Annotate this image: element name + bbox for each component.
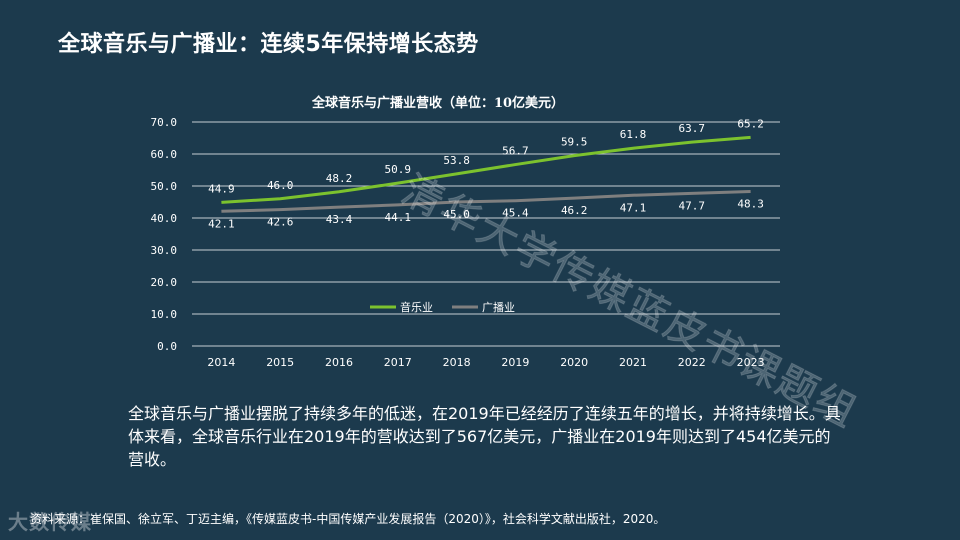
x-tick-label: 2023: [737, 356, 765, 369]
summary-text: 全球音乐与广播业摆脱了持续多年的低迷，在2019年已经经历了连续五年的增长，并将…: [128, 404, 841, 469]
legend-label: 音乐业: [400, 300, 433, 314]
x-tick-label: 2021: [619, 356, 647, 369]
x-axis: 2014 2015 2016 2017 2018 2019 2020 2021 2022 2023: [207, 356, 764, 369]
data-label: 63.7: [679, 122, 706, 135]
data-label: 48.3: [737, 197, 764, 210]
data-label: 47.7: [679, 199, 706, 212]
x-tick-label: 2022: [678, 356, 706, 369]
data-labels: 44.9 46.0 48.2 50.9 53.8 56.7 59.5 61.8 63.7 65.2…: [208, 117, 764, 230]
chart: 全球音乐与广播业营收（单位：10亿美元） 0.0 10.0 20.0 30.0 40.0…: [151, 95, 780, 369]
data-label: 61.8: [620, 128, 647, 141]
data-label: 45.0: [443, 208, 470, 221]
x-tick-label: 2018: [443, 356, 471, 369]
x-tick-label: 2015: [266, 356, 294, 369]
data-label: 44.1: [385, 211, 412, 224]
source-note: 资料来源：崔保国、徐立军、丁迈主编，《传媒蓝皮书-中国传媒产业发展报告（2020…: [30, 512, 666, 526]
y-tick-label: 60.0: [151, 148, 178, 161]
data-label: 56.7: [502, 145, 529, 158]
data-label: 44.9: [208, 182, 235, 195]
x-tick-label: 2014: [207, 356, 235, 369]
chart-title: 全球音乐与广播业营收（单位：10亿美元）: [311, 95, 564, 111]
data-label: 48.2: [326, 172, 353, 185]
series-lines: [221, 135, 751, 213]
series-line-music: [221, 135, 751, 204]
data-label: 45.4: [502, 207, 529, 220]
slide-title: 全球音乐与广播业：连续5年保持增长态势: [58, 32, 479, 57]
grid: [192, 121, 780, 347]
y-tick-label: 40.0: [151, 212, 178, 225]
x-tick-label: 2019: [501, 356, 529, 369]
series-line-broadcast: [221, 189, 751, 213]
y-axis: 0.0 10.0 20.0 30.0 40.0 50.0 60.0 70.0: [151, 116, 178, 353]
y-tick-label: 50.0: [151, 180, 178, 193]
legend-label: 广播业: [482, 300, 515, 314]
data-label: 42.1: [208, 217, 235, 230]
y-tick-label: 30.0: [151, 244, 178, 257]
y-tick-label: 20.0: [151, 276, 178, 289]
data-label: 46.2: [561, 204, 588, 217]
data-label: 53.8: [443, 154, 470, 167]
x-tick-label: 2017: [384, 356, 412, 369]
data-label: 47.1: [620, 201, 647, 214]
y-tick-label: 0.0: [157, 340, 177, 353]
x-tick-label: 2020: [560, 356, 588, 369]
data-label: 50.9: [385, 163, 412, 176]
data-label: 46.0: [267, 179, 294, 192]
data-label: 59.5: [561, 136, 588, 149]
brand-logo: 大数传媒: [8, 510, 92, 534]
data-label: 65.2: [737, 117, 764, 130]
legend: 音乐业 广播业: [370, 300, 515, 314]
y-tick-label: 10.0: [151, 308, 178, 321]
data-label: 43.4: [326, 213, 353, 226]
y-tick-label: 70.0: [151, 116, 178, 129]
x-tick-label: 2016: [325, 356, 353, 369]
data-label: 42.6: [267, 216, 294, 229]
